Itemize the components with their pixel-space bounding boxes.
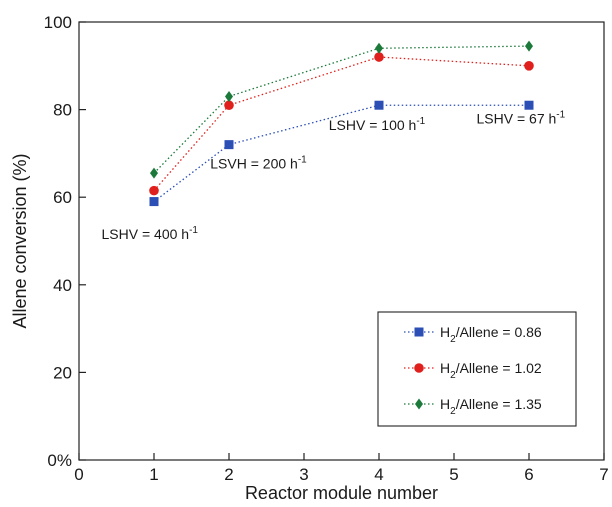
data-point bbox=[224, 100, 234, 111]
axes: 0 1 2 3 4 5 6 7 0% 20 40 60 80 100 Reactor module numb… bbox=[10, 13, 609, 503]
series-1 bbox=[153, 104, 529, 203]
series-line bbox=[153, 104, 529, 203]
annotation-label: LSHV = 67 h-1 bbox=[477, 110, 566, 127]
data-point bbox=[150, 167, 158, 179]
x-tick-label: 4 bbox=[374, 465, 383, 484]
y-axis-title: Allene conversion (%) bbox=[10, 153, 30, 328]
data-point bbox=[149, 197, 159, 207]
data-point bbox=[524, 61, 534, 71]
data-point bbox=[374, 52, 384, 62]
x-tick-label: 7 bbox=[599, 465, 608, 484]
series-layer bbox=[149, 40, 534, 207]
annotation-label: LSHV = 400 h-1 bbox=[102, 225, 199, 242]
legend-label: H2/Allene = 0.86 bbox=[440, 324, 542, 345]
data-point bbox=[149, 185, 159, 196]
plot-frame bbox=[78, 21, 605, 461]
x-tick-label: 2 bbox=[224, 465, 233, 484]
data-point bbox=[524, 100, 534, 110]
legend-box bbox=[377, 311, 577, 427]
series-3 bbox=[153, 45, 530, 174]
legend-entry: H2/Allene = 0.86 bbox=[404, 324, 542, 345]
series-2 bbox=[153, 56, 530, 192]
x-tick-label: 5 bbox=[449, 465, 458, 484]
legend-entry: H2/Allene = 1.02 bbox=[404, 360, 542, 381]
annotation-label: LSVH = 200 h-1 bbox=[210, 155, 307, 172]
y-tick-label: 80 bbox=[53, 101, 72, 120]
y-tick-label: 100 bbox=[44, 13, 72, 32]
series-line bbox=[153, 56, 530, 192]
data-point bbox=[224, 140, 234, 150]
y-tick-label: 0% bbox=[47, 451, 72, 470]
x-tick-label: 0 bbox=[74, 465, 83, 484]
y-tick-label: 20 bbox=[53, 363, 72, 382]
x-tick-label: 1 bbox=[149, 465, 158, 484]
series-2-points bbox=[149, 52, 534, 196]
data-point bbox=[525, 40, 533, 52]
y-tick-label: 40 bbox=[53, 276, 72, 295]
legend-marker bbox=[414, 363, 424, 373]
annotations-layer: LSHV = 400 h-1 LSVH = 200 h-1 LSHV = 100 h… bbox=[102, 110, 566, 242]
data-point bbox=[375, 42, 383, 54]
series-1-points bbox=[149, 100, 534, 207]
legend-entry: H2/Allene = 1.35 bbox=[404, 396, 542, 417]
legend-label: H2/Allene = 1.35 bbox=[440, 396, 542, 417]
data-point bbox=[225, 90, 233, 102]
x-axis-title: Reactor module number bbox=[245, 483, 438, 503]
x-tick-label: 3 bbox=[299, 465, 308, 484]
legend: H2/Allene = 0.86 H2/Allene = 1.02 H2/Allen… bbox=[377, 311, 577, 427]
series-3-points bbox=[150, 40, 533, 179]
legend-label: H2/Allene = 1.02 bbox=[440, 360, 542, 381]
x-tick-label: 6 bbox=[524, 465, 533, 484]
series-line bbox=[153, 45, 530, 174]
legend-marker bbox=[415, 398, 423, 410]
y-tick-label: 60 bbox=[53, 188, 72, 207]
legend-marker bbox=[414, 327, 424, 337]
data-point bbox=[374, 100, 384, 110]
annotation-label: LSHV = 100 h-1 bbox=[329, 116, 426, 133]
